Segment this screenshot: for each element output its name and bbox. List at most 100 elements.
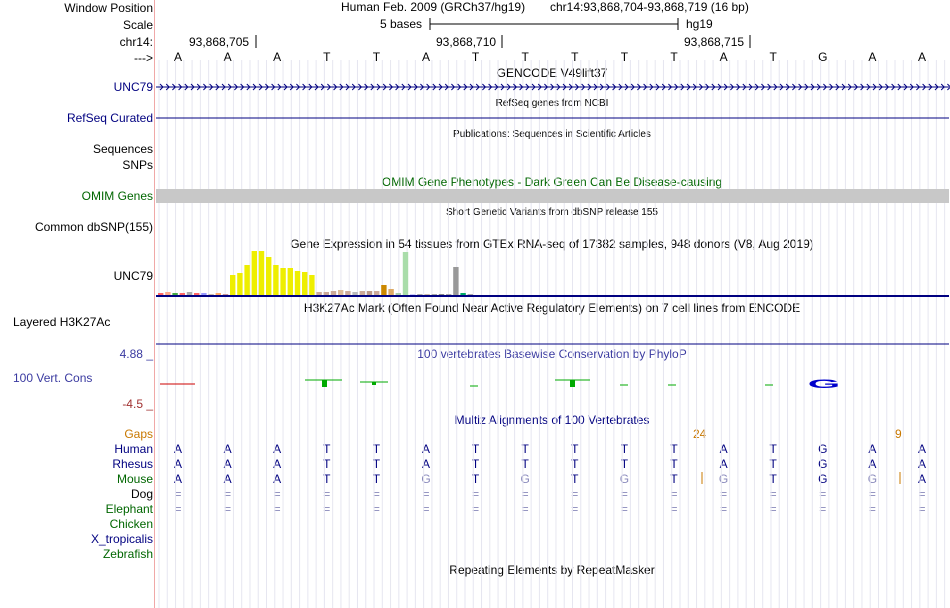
alignment-base: = bbox=[670, 502, 678, 516]
strand-arrow bbox=[426, 83, 431, 91]
strand-arrow bbox=[655, 83, 660, 91]
strand-arrow bbox=[215, 83, 220, 91]
track-label-dbsnp[interactable]: Common dbSNP(155) bbox=[34, 220, 153, 234]
strand-arrow bbox=[494, 83, 499, 91]
alignment-base: = bbox=[620, 487, 628, 501]
alignment-base: T bbox=[471, 472, 480, 486]
species-label-x_tropicalis[interactable]: X_tropicalis bbox=[90, 532, 153, 546]
alignment-base: = bbox=[571, 487, 579, 501]
cons-min-label: -4.5 _ bbox=[122, 397, 153, 411]
alignment-base: T bbox=[323, 457, 331, 471]
strand-arrow bbox=[258, 83, 263, 91]
alignment-base: = bbox=[372, 487, 380, 501]
track-label-unc79-gene[interactable]: UNC79 bbox=[113, 80, 153, 94]
strand-arrow bbox=[172, 83, 177, 91]
column-guides bbox=[158, 60, 946, 608]
base-letter: T bbox=[571, 50, 579, 64]
species-label-zebrafish[interactable]: Zebrafish bbox=[102, 547, 153, 561]
strand-arrow bbox=[847, 83, 852, 91]
strand-arrow bbox=[308, 83, 313, 91]
gtex-tissue-bar bbox=[280, 268, 286, 295]
strand-arrow bbox=[320, 83, 325, 91]
strand-arrow bbox=[420, 83, 425, 91]
gtex-tissue-bar bbox=[244, 265, 250, 295]
alignment-base: A bbox=[173, 457, 183, 471]
alignment-base: = bbox=[323, 487, 331, 501]
track-label-gtex[interactable]: UNC79 bbox=[113, 269, 153, 283]
strand-arrow bbox=[723, 83, 728, 91]
strand-arrow bbox=[630, 83, 635, 91]
alignment-base: = bbox=[918, 502, 926, 516]
alignment-base: = bbox=[868, 502, 876, 516]
strand-arrow bbox=[587, 83, 592, 91]
track-label-omim[interactable]: OMIM Genes bbox=[81, 189, 153, 203]
species-label-rhesus[interactable]: Rhesus bbox=[112, 457, 153, 471]
track-label-h3k27ac[interactable]: Layered H3K27Ac bbox=[13, 315, 111, 329]
alignment-base: T bbox=[571, 442, 579, 456]
alignment-base: = bbox=[273, 502, 281, 516]
strand-arrow bbox=[240, 83, 245, 91]
alignment-base: G bbox=[619, 472, 630, 486]
strand-arrow bbox=[271, 83, 276, 91]
strand-arrow bbox=[314, 83, 319, 91]
strand-arrow bbox=[754, 83, 759, 91]
gtex-tissue-bar bbox=[453, 267, 459, 295]
strand-arrow bbox=[550, 83, 555, 91]
strand-arrow bbox=[742, 83, 747, 91]
alignment-base: A bbox=[719, 442, 728, 456]
strand-arrow bbox=[246, 83, 251, 91]
track-label-gaps[interactable]: Gaps bbox=[124, 427, 153, 441]
strand-arrow bbox=[618, 83, 623, 91]
base-letter: A bbox=[223, 50, 232, 64]
assembly-title: Human Feb. 2009 (GRCh37/hg19) bbox=[341, 0, 526, 14]
track-label-refseq[interactable]: RefSeq Curated bbox=[66, 111, 153, 125]
strand-arrow bbox=[395, 83, 400, 91]
strand-arrow bbox=[190, 83, 195, 91]
gtex-tissue-bar bbox=[410, 294, 416, 295]
species-label-human[interactable]: Human bbox=[114, 442, 153, 456]
strand-arrow bbox=[643, 83, 648, 91]
gtex-tissue-bar bbox=[165, 292, 171, 295]
alignment-base: T bbox=[670, 442, 678, 456]
track-title-h3k27ac: H3K27Ac Mark (Often Found Near Active Re… bbox=[303, 301, 801, 315]
gtex-tissue-bar bbox=[302, 272, 308, 295]
strand-arrow bbox=[575, 83, 580, 91]
chrom-label: chr14: bbox=[119, 35, 153, 49]
strand-arrow bbox=[351, 83, 356, 91]
tick-label-3: 93,868,715 bbox=[684, 35, 745, 49]
alignment-base: = bbox=[670, 487, 678, 501]
alignment-base: = bbox=[422, 502, 430, 516]
phylop-bar bbox=[322, 380, 327, 387]
track-label-cons[interactable]: 100 Vert. Cons bbox=[13, 371, 93, 385]
track-title-repeatmasker: Repeating Elements by RepeatMasker bbox=[449, 563, 655, 577]
strand-arrow bbox=[531, 83, 536, 91]
strand-arrow bbox=[897, 83, 902, 91]
base-letter: A bbox=[917, 50, 927, 64]
strand-arrow bbox=[184, 83, 189, 91]
species-label-dog[interactable]: Dog bbox=[130, 487, 153, 501]
gtex-tissue-bar bbox=[438, 294, 445, 295]
strand-arrow bbox=[407, 83, 412, 91]
alignment-base: T bbox=[521, 457, 529, 471]
strand-arrow bbox=[506, 83, 511, 91]
gtex-tissue-bar bbox=[417, 294, 423, 295]
alignment-base: = bbox=[422, 487, 430, 501]
track-label-snps[interactable]: SNPs bbox=[122, 158, 153, 172]
alignment-base: T bbox=[571, 472, 579, 486]
strand-arrow bbox=[556, 83, 561, 91]
strand-arrow bbox=[451, 83, 456, 91]
strand-arrow bbox=[866, 83, 871, 91]
alignment-base: T bbox=[323, 472, 331, 486]
gtex-tissue-bar bbox=[186, 292, 193, 295]
track-label-sequences[interactable]: Sequences bbox=[92, 142, 153, 156]
species-label-elephant[interactable]: Elephant bbox=[105, 502, 153, 516]
phylop-g-mark: G bbox=[808, 377, 841, 391]
species-label-mouse[interactable]: Mouse bbox=[116, 472, 153, 486]
alignment-base: = bbox=[174, 487, 182, 501]
species-label-chicken[interactable]: Chicken bbox=[109, 517, 153, 531]
strand-arrow bbox=[804, 83, 809, 91]
strand-arrow bbox=[165, 83, 170, 91]
alignment-base: A bbox=[223, 442, 232, 456]
